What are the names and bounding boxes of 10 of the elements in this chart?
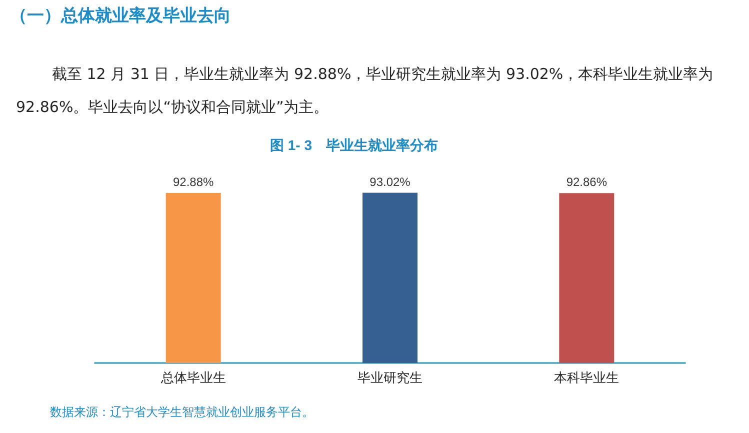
- chart-subtitle: （一）总体就业率及毕业去向: [10, 5, 231, 27]
- x-tick-label: 毕业研究生: [358, 370, 422, 385]
- x-tick-label: 总体毕业生: [160, 370, 226, 385]
- chart-title: 图 1- 3 毕业生就业率分布: [270, 137, 438, 153]
- x-tick-label: 本科毕业生: [554, 370, 620, 385]
- data-label: 93.02%: [370, 174, 411, 189]
- source-note: 数据来源：辽宁省大学生智慧就业创业服务平台。: [50, 404, 314, 421]
- text: 截至 12 月 31 日，毕业生就业率为 92.88%，毕业研究生就业率为 93.02%，本科毕业生就业率为 92.86%。毕业去向以“协议和合同就业”为主。: [16, 64, 714, 118]
- data-label: 92.88%: [172, 175, 214, 190]
- data-label: 92.86%: [566, 175, 608, 190]
